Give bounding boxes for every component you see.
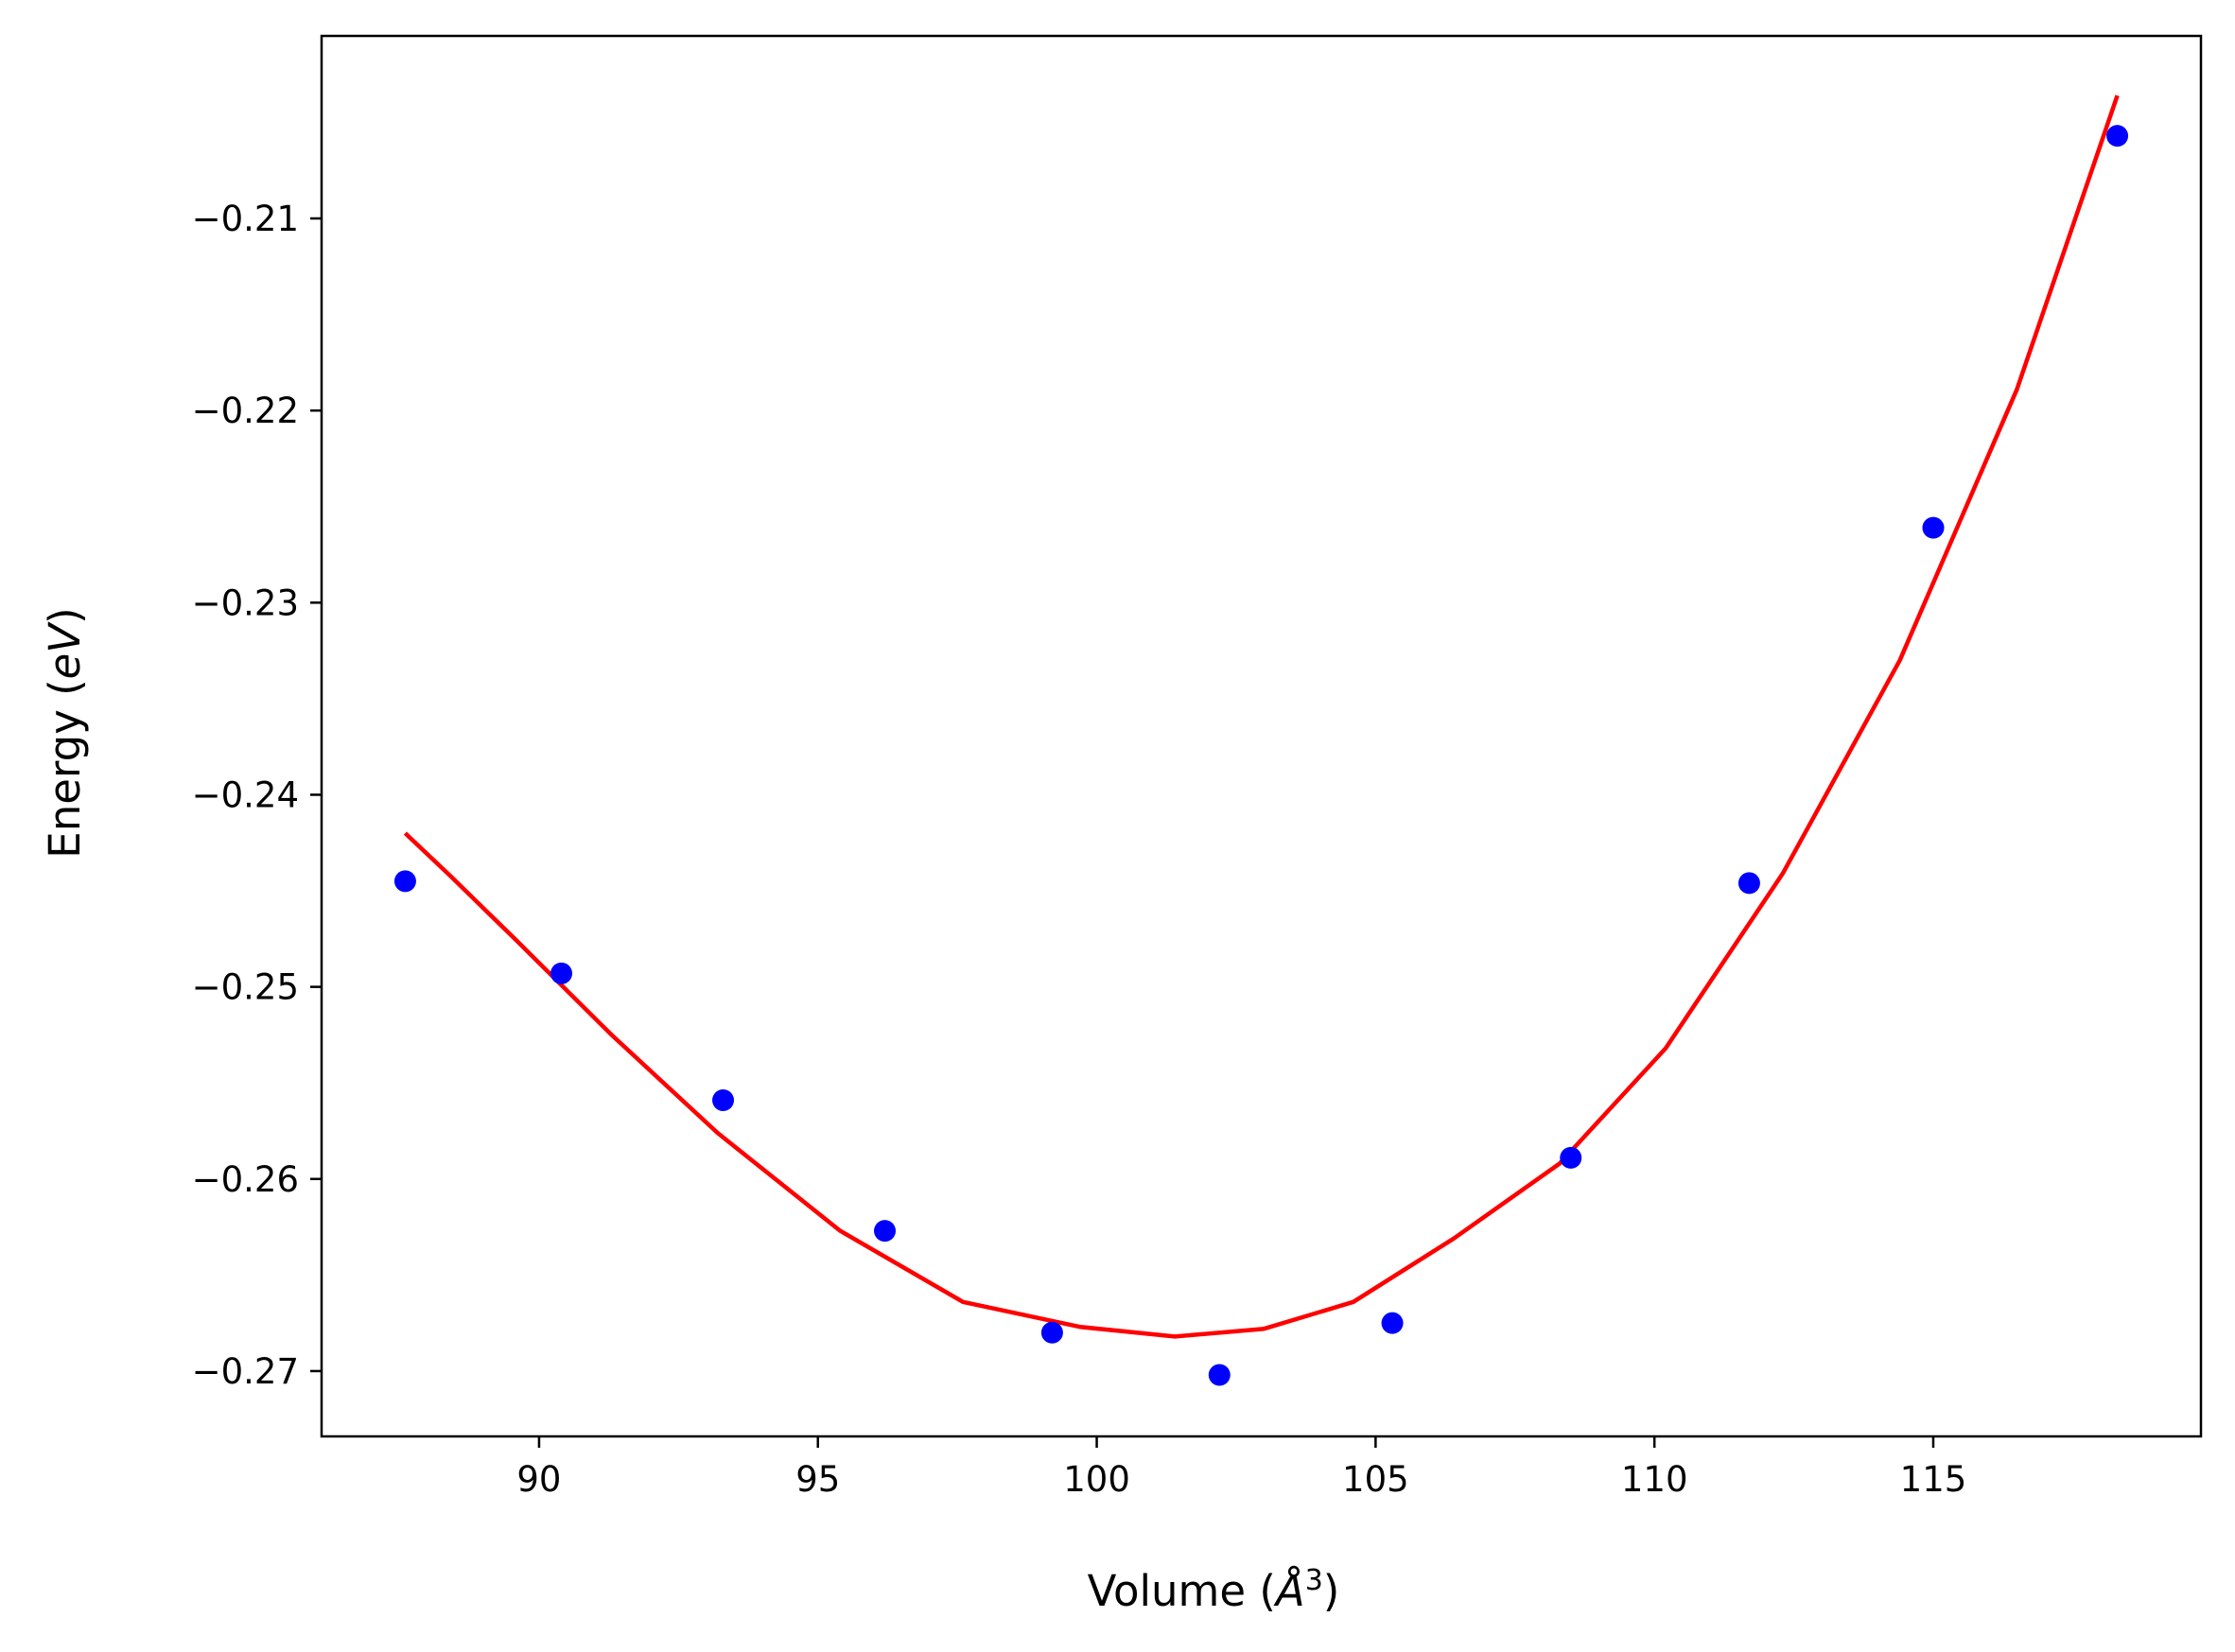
plot-area	[393, 95, 2129, 1386]
y-axis-label: Energy (eV)	[40, 607, 90, 858]
x-axis-label: Volume (Å3)	[1088, 1564, 1340, 1616]
data-point	[874, 1220, 897, 1243]
data-point	[550, 962, 573, 984]
data-point	[1208, 1364, 1231, 1386]
axes-frame	[320, 34, 2203, 1438]
y-axis-label-suffix: )	[40, 607, 90, 624]
y-tick-label: −0.25	[192, 967, 299, 1008]
data-point	[1560, 1146, 1582, 1169]
fit-curve	[403, 95, 2120, 1339]
y-tick-label: −0.27	[192, 1351, 299, 1392]
y-tick-label: −0.24	[192, 774, 299, 815]
y-tick-label: −0.22	[192, 391, 299, 431]
x-tick-label: 90	[516, 1459, 561, 1500]
y-tick-label: −0.23	[192, 583, 299, 623]
data-point	[1922, 516, 1945, 539]
x-tick-label: 115	[1900, 1459, 1967, 1500]
data-point	[1381, 1312, 1404, 1334]
y-tick-label: −0.26	[192, 1159, 299, 1200]
x-axis-ticks: 90 95 100 105 110 115	[516, 1436, 1966, 1500]
x-axis-label-suffix: )	[1323, 1566, 1340, 1616]
x-axis-label-symbol: Å	[1273, 1566, 1305, 1616]
x-axis-label-superscript: 3	[1305, 1564, 1323, 1597]
y-axis-label-unit: eV	[40, 621, 90, 680]
y-axis-label-prefix: Energy (	[40, 679, 90, 858]
y-axis-ticks: −0.21 −0.22 −0.23 −0.24 −0.25 −0.26 −0.27	[192, 199, 322, 1392]
x-tick-label: 100	[1063, 1459, 1130, 1500]
x-axis-label-prefix: Volume (	[1088, 1566, 1276, 1616]
x-tick-label: 105	[1342, 1459, 1409, 1500]
data-point	[712, 1088, 735, 1111]
data-point	[2106, 125, 2129, 148]
x-tick-label: 110	[1621, 1459, 1688, 1500]
data-point	[1040, 1321, 1063, 1344]
y-tick-label: −0.21	[192, 199, 299, 239]
data-point	[1737, 872, 1760, 895]
x-tick-label: 95	[795, 1459, 840, 1500]
data-point	[393, 870, 416, 893]
